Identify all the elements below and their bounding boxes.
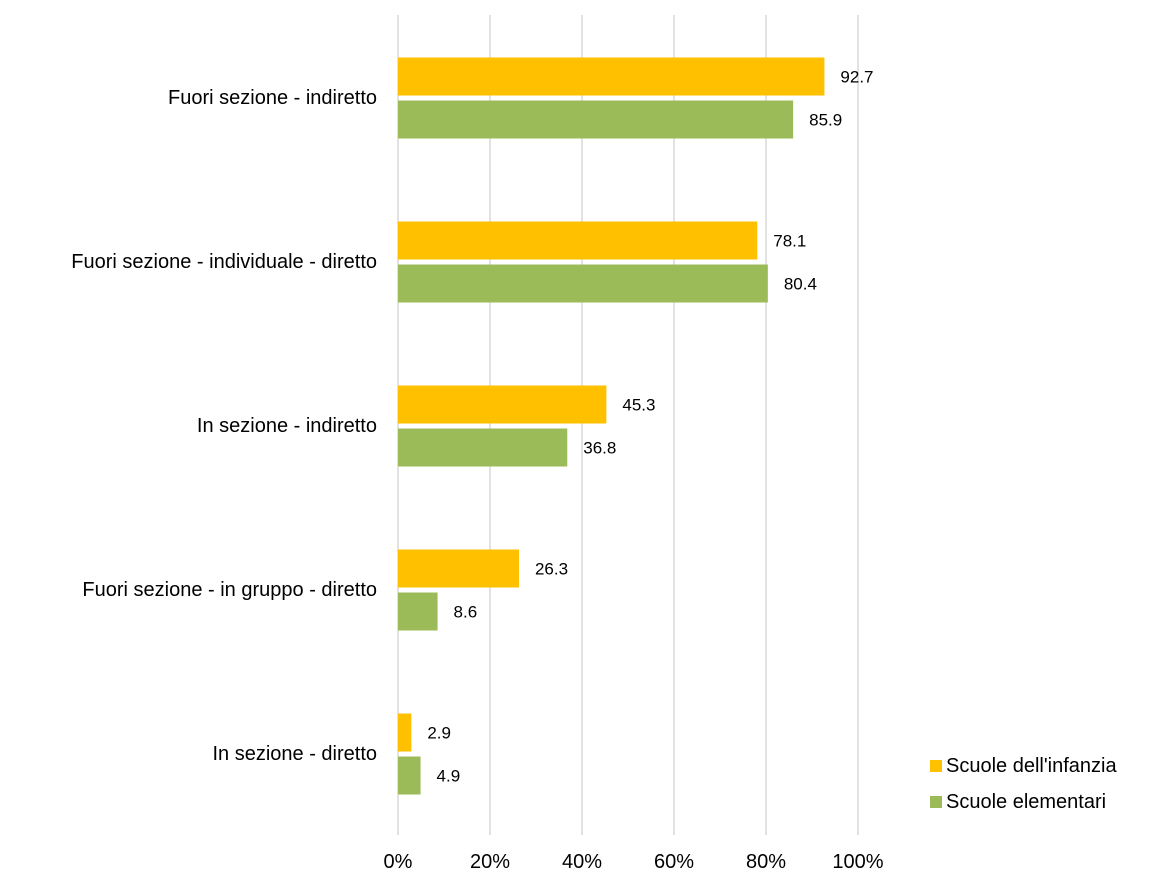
data-label: 36.8 (583, 439, 616, 458)
bar-infanzia (398, 713, 412, 752)
bar-elementari (398, 428, 568, 467)
bar-infanzia (398, 57, 825, 96)
bars (398, 57, 825, 795)
data-label: 2.9 (427, 724, 451, 743)
category-label: In sezione - diretto (212, 743, 377, 765)
data-label: 4.9 (437, 767, 461, 786)
category-label: Fuori sezione - individuale - diretto (71, 251, 377, 273)
category-label: In sezione - indiretto (197, 415, 377, 437)
x-tick-label: 0% (384, 851, 413, 873)
data-label: 80.4 (784, 275, 817, 294)
legend: Scuole dell'infanzia Scuole elementari (930, 748, 1117, 820)
legend-item-elementari: Scuole elementari (930, 784, 1117, 820)
bar-elementari (398, 100, 794, 139)
data-label: 45.3 (622, 396, 655, 415)
legend-label-elementari: Scuole elementari (946, 790, 1107, 813)
data-label: 78.1 (773, 232, 806, 251)
data-label: 92.7 (840, 68, 873, 87)
x-tick-label: 40% (562, 851, 602, 873)
data-labels: 92.7 85.9 78.1 80.4 45.3 36.8 26.3 8.6 2.9 4.9 (427, 68, 873, 786)
category-label: Fuori sezione - indiretto (168, 87, 377, 109)
x-tick-label: 100% (832, 851, 883, 873)
data-label: 26.3 (535, 560, 568, 579)
x-tick-labels: 0% 20% 40% 60% 80% 100% (384, 851, 884, 873)
legend-swatch-infanzia (930, 760, 942, 772)
bar-infanzia (398, 385, 607, 424)
x-tick-label: 60% (654, 851, 694, 873)
x-tick-label: 20% (470, 851, 510, 873)
category-label: Fuori sezione - in gruppo - diretto (82, 579, 377, 601)
gridlines (397, 15, 859, 835)
legend-label-infanzia: Scuole dell'infanzia (946, 754, 1117, 777)
legend-swatch-elementari (930, 796, 942, 808)
bar-infanzia (398, 549, 519, 588)
legend-item-infanzia: Scuole dell'infanzia (930, 748, 1117, 784)
bar-elementari (398, 756, 421, 795)
data-label: 8.6 (454, 603, 478, 622)
category-labels: Fuori sezione - indiretto Fuori sezione -… (71, 87, 377, 765)
bar-elementari (398, 592, 438, 631)
bar-elementari (398, 264, 768, 303)
bar-infanzia (398, 221, 758, 260)
x-tick-label: 80% (746, 851, 786, 873)
data-label: 85.9 (809, 111, 842, 130)
